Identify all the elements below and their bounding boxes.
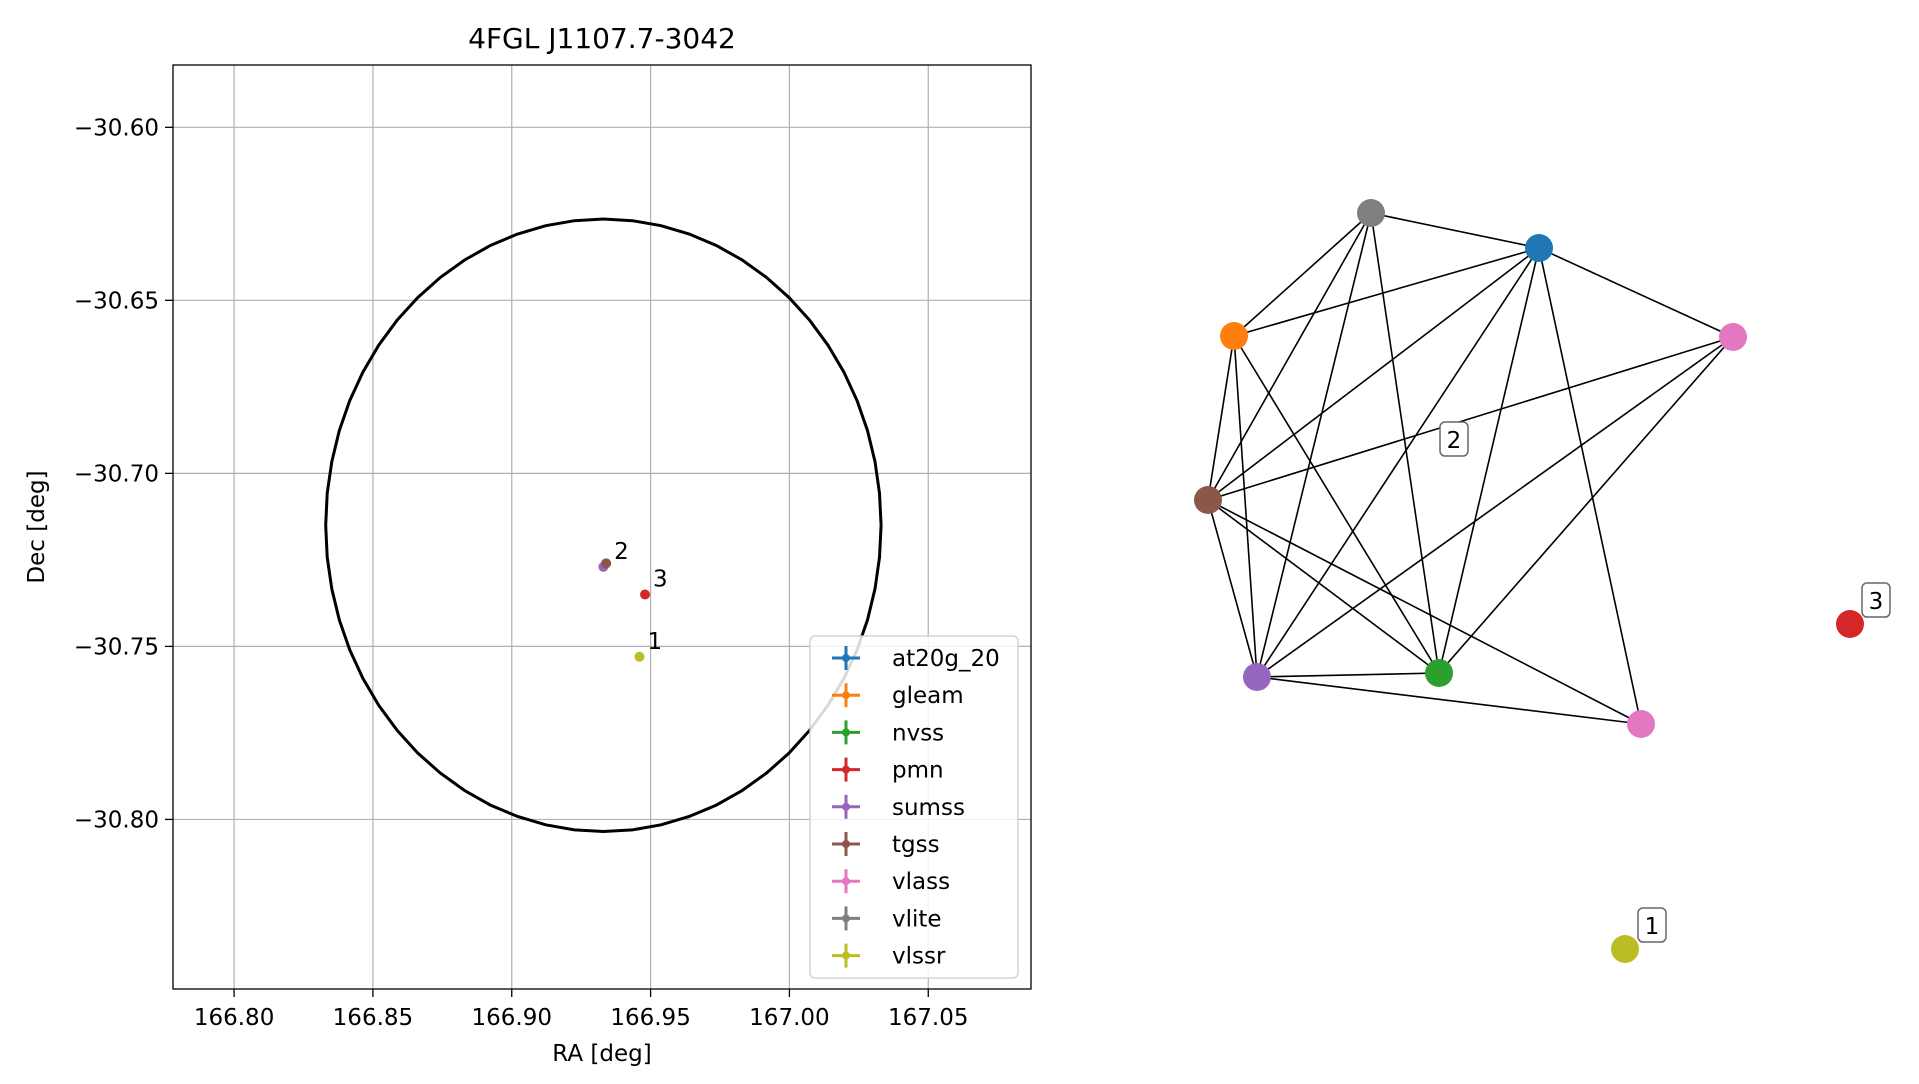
point-vlssr	[634, 651, 645, 662]
edge-gleam-sumss	[1233, 335, 1258, 678]
chart-title: 4FGL J1107.7-3042	[468, 22, 736, 55]
graph-label-box	[1637, 907, 1667, 943]
x-axis-ticks: 166.80 166.85 166.90 166.95 167.00 167.05	[194, 989, 969, 1031]
edge-tgss-sumss	[1207, 499, 1258, 678]
point-annotation: 2	[614, 539, 629, 565]
edge-vlite-nvss	[1370, 212, 1440, 674]
y-tick-label: −30.65	[74, 288, 159, 314]
legend-marker-dot-pmn	[842, 765, 850, 774]
legend-label-pmn: pmn	[892, 758, 944, 784]
x-tick-label: 166.85	[333, 1005, 413, 1031]
legend-label-tgss: tgss	[892, 832, 940, 858]
edge-vlass_a-nvss	[1438, 336, 1734, 674]
graph-label: 3	[1869, 589, 1884, 615]
node-vlass_b	[1627, 710, 1655, 738]
edge-at20g_20-gleam	[1233, 247, 1540, 337]
node-sumss	[1243, 663, 1271, 691]
point-pmn	[640, 589, 651, 600]
edge-sumss-nvss	[1256, 672, 1440, 678]
localization-ellipse	[324, 217, 883, 834]
graph-edges	[1207, 212, 1734, 725]
node-vlite	[1357, 199, 1385, 227]
edge-tgss-nvss	[1207, 499, 1440, 674]
graph-label: 1	[1645, 914, 1660, 940]
legend-marker-dot-nvss	[842, 728, 850, 737]
graph-label-box	[1439, 421, 1469, 457]
edge-vlass_a-sumss	[1256, 336, 1734, 678]
legend-box	[809, 635, 1019, 979]
legend-label-nvss: nvss	[892, 720, 944, 746]
edge-vlite-at20g_20	[1370, 212, 1540, 249]
legend-marker-dot-sumss	[842, 802, 850, 811]
graph-nodes	[1194, 199, 1864, 963]
graph-labels: 2 3 1	[1439, 421, 1891, 943]
graph-label-box	[1861, 582, 1891, 618]
legend-marker-dot-vlite	[842, 914, 850, 923]
edge-gleam-nvss	[1233, 335, 1440, 674]
edge-tgss-vlass_b	[1207, 499, 1642, 725]
sky-plot: 23 1 166.80 166.85 166.90 166.95 167.00 167.05…	[24, 22, 1032, 1067]
edge-vlite-tgss	[1207, 212, 1372, 501]
node-vlssr	[1611, 935, 1639, 963]
edge-vlite-sumss	[1256, 212, 1372, 678]
point-annotations: 23 1	[614, 539, 668, 655]
node-at20g_20	[1525, 234, 1553, 262]
network-graph: 2 3 1	[1194, 199, 1891, 963]
legend-marker-dot-tgss	[842, 840, 850, 848]
point-annotation: 3	[653, 566, 668, 592]
x-tick-label: 166.95	[610, 1005, 690, 1031]
localization-ellipse-layer	[324, 217, 883, 834]
edge-gleam-tgss	[1207, 335, 1235, 501]
legend-marker-dot-gleam	[842, 691, 850, 700]
legend-label-vlite: vlite	[892, 906, 942, 932]
legend-marker-dot-vlssr	[842, 951, 850, 960]
x-tick-label: 167.05	[888, 1005, 968, 1031]
x-axis-label: RA [deg]	[552, 1041, 651, 1067]
node-nvss	[1425, 659, 1453, 687]
y-axis-label: Dec [deg]	[24, 470, 50, 583]
point-annotation: 1	[647, 629, 662, 655]
legend-label-sumss: sumss	[892, 795, 965, 821]
y-tick-label: −30.75	[74, 634, 159, 660]
graph-label: 2	[1447, 428, 1462, 454]
legend-marker-dot-at20g_20	[842, 654, 850, 662]
legend-label-vlssr: vlssr	[892, 944, 946, 970]
x-tick-label: 166.90	[472, 1005, 552, 1031]
edge-vlite-gleam	[1233, 212, 1372, 337]
node-pmn	[1836, 610, 1864, 638]
y-tick-label: −30.60	[74, 115, 159, 141]
x-tick-label: 167.00	[749, 1005, 829, 1031]
edge-at20g_20-sumss	[1256, 247, 1540, 678]
edge-at20g_20-vlass_b	[1538, 247, 1642, 725]
edge-at20g_20-tgss	[1207, 247, 1540, 501]
legend-marker-dot-vlass	[842, 877, 850, 886]
y-axis-ticks: −30.60 −30.65 −30.70 −30.75 −30.80	[74, 115, 173, 833]
plot-frame	[172, 64, 1032, 990]
legend-label-at20g_20: at20g_20	[892, 646, 1000, 672]
point-tgss	[601, 558, 612, 569]
node-gleam	[1220, 322, 1248, 350]
legend-label-gleam: gleam	[892, 683, 964, 709]
y-tick-label: −30.70	[74, 461, 159, 487]
y-tick-label: −30.80	[74, 807, 159, 833]
edge-vlass_a-tgss	[1207, 336, 1734, 501]
edge-at20g_20-vlass_a	[1538, 247, 1734, 338]
node-tgss	[1194, 486, 1222, 514]
legend-label-vlass: vlass	[892, 869, 950, 895]
edge-sumss-vlass_b	[1256, 676, 1642, 725]
source-points	[598, 558, 651, 662]
x-tick-label: 166.80	[194, 1005, 274, 1031]
node-vlass_a	[1719, 323, 1747, 351]
edge-at20g_20-nvss	[1438, 247, 1540, 674]
